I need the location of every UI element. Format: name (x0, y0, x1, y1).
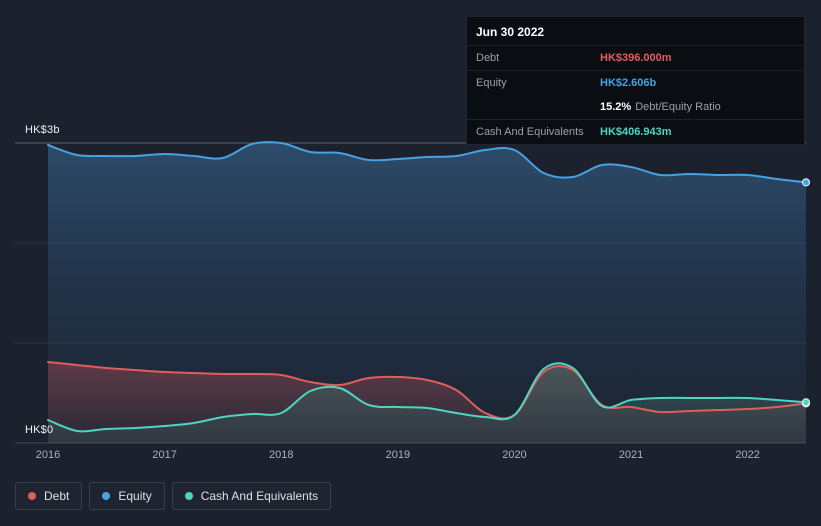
y-axis-label-top: HK$3b (25, 124, 60, 136)
tooltip-equity-label: Equity (476, 77, 507, 89)
legend-equity-label: Equity (118, 489, 152, 503)
equity-line (47, 141, 807, 184)
debt-line (47, 361, 807, 420)
legend-item-cash[interactable]: Cash And Equivalents (171, 482, 332, 510)
cash-area (48, 363, 806, 443)
tooltip-ratio-value: 15.2% Debt/Equity Ratio (600, 101, 795, 113)
cash-endpoint-marker (801, 398, 811, 407)
legend: Debt Equity Cash And Equivalents (15, 482, 332, 510)
debt-legend-dot-icon (28, 492, 36, 500)
legend-item-debt[interactable]: Debt (15, 482, 83, 510)
tooltip-row-ratio: 15.2% Debt/Equity Ratio (467, 95, 804, 119)
tooltip-row-debt: Debt HK$396.000m (467, 45, 804, 70)
legend-cash-label: Cash And Equivalents (200, 489, 319, 503)
tooltip-cash-value: HK$406.943m (600, 126, 672, 138)
tooltip-date: Jun 30 2022 (476, 25, 545, 39)
tooltip-ratio-caption: Debt/Equity Ratio (635, 101, 721, 113)
tooltip-debt-label: Debt (476, 52, 500, 64)
legend-debt-label: Debt (44, 489, 70, 503)
equity-endpoint-marker (801, 178, 811, 187)
legend-item-equity[interactable]: Equity (89, 482, 165, 510)
tooltip-row-equity: Equity HK$2.606b (467, 70, 804, 95)
tooltip-cash-label: Cash And Equivalents (476, 126, 584, 138)
y-axis-label-bottom: HK$0 (25, 424, 54, 436)
tooltip-ratio-percent: 15.2% (600, 101, 632, 113)
chart-tooltip: Jun 30 2022 Debt HK$396.000m Equity HK$2… (466, 16, 805, 145)
tooltip-equity-value: HK$2.606b (600, 77, 657, 89)
equity-area (48, 142, 806, 443)
tooltip-row-cash: Cash And Equivalents HK$406.943m (467, 119, 804, 144)
cash-legend-dot-icon (184, 492, 193, 500)
cash-line (47, 362, 807, 433)
equity-legend-dot-icon (102, 492, 111, 500)
tooltip-debt-value: HK$396.000m (600, 52, 672, 64)
